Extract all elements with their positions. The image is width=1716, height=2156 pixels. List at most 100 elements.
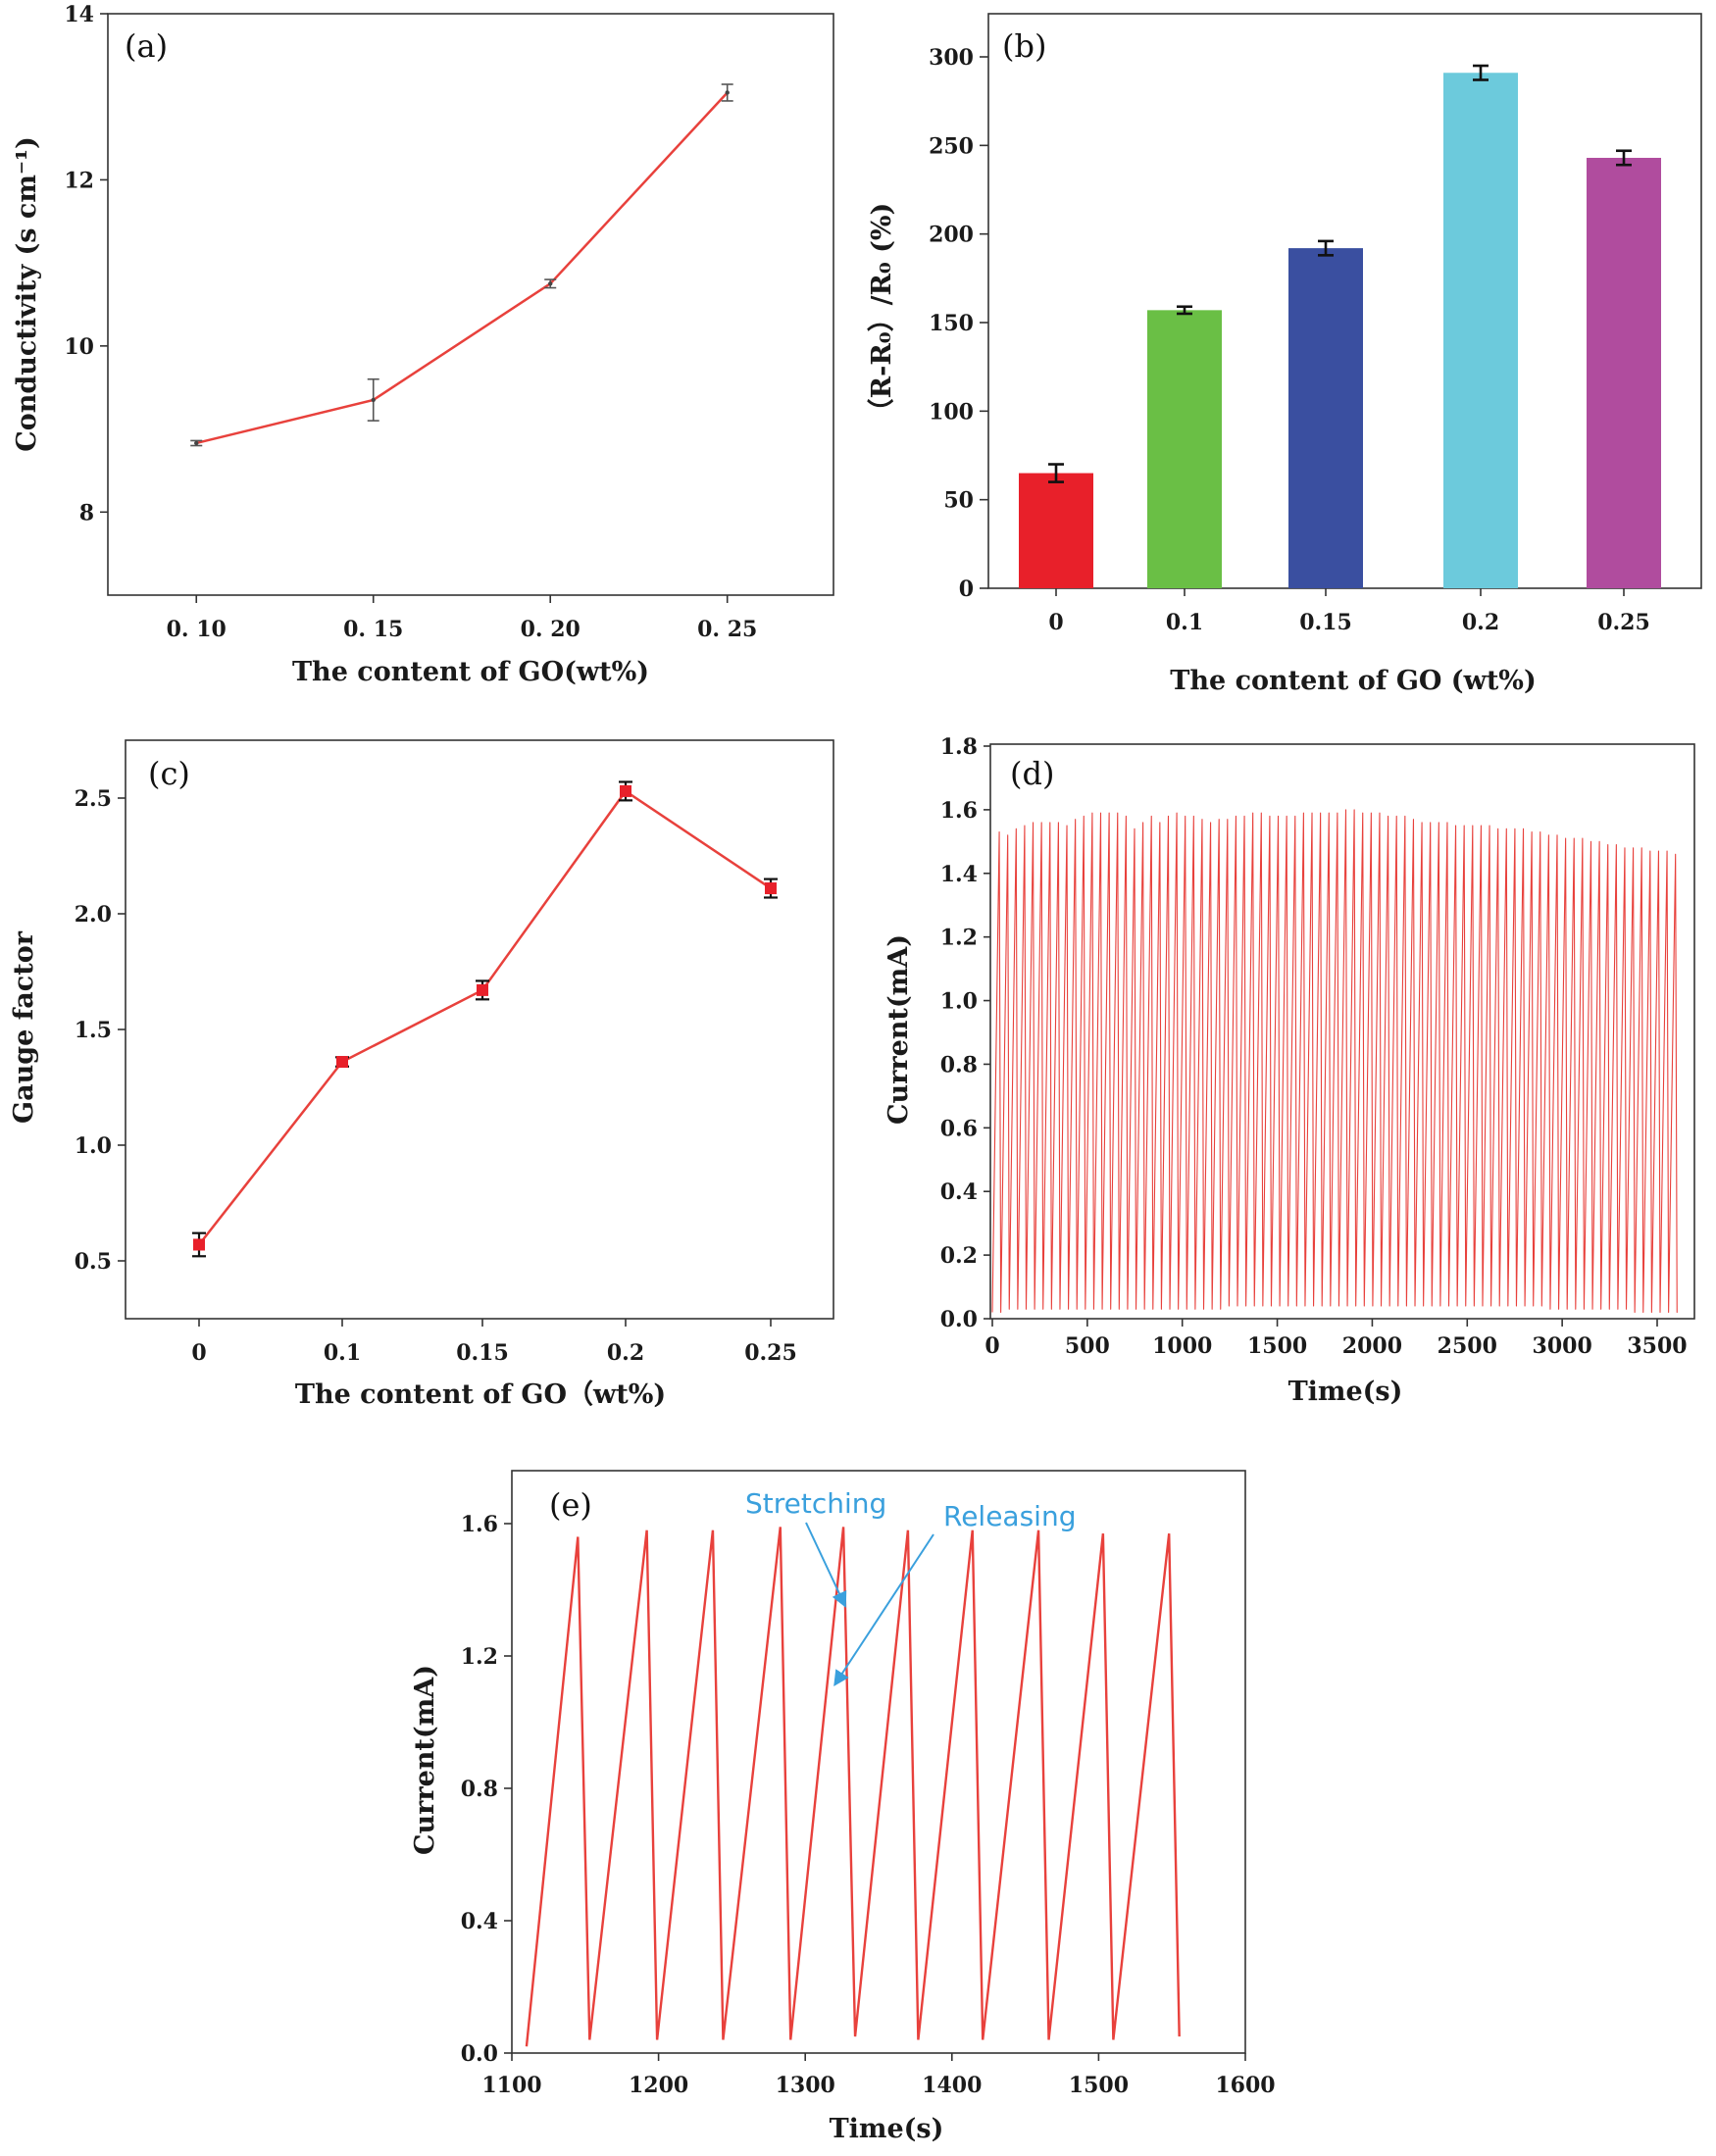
panel-e-annotation-stretching: Stretching — [745, 1487, 886, 1520]
panel-c-xtick-label: 0.2 — [607, 1340, 644, 1366]
panel-e-xtick-label: 1500 — [1069, 2073, 1129, 2098]
panel-e-xtick-label: 1200 — [629, 2073, 688, 2098]
panel-a-frame — [107, 13, 834, 596]
panel-d-xtick-label: 500 — [1065, 1333, 1110, 1359]
panel-a-data-point — [371, 397, 376, 403]
panel-a-ytick-label: 14 — [64, 2, 94, 27]
panel-e-arrow-releasing — [833, 1533, 934, 1686]
panel-d-ytick-label: 0.8 — [940, 1052, 978, 1078]
panel-b-xlabel: The content of GO (wt%) — [1170, 666, 1536, 696]
panel-e-xlabel: Time(s) — [830, 2114, 944, 2144]
panel-b-ytick-label: 50 — [943, 488, 974, 514]
panel-a-ylabel: Conductivity (s cm⁻¹) — [12, 136, 42, 452]
panel-c-xlabel: The content of GO（wt%) — [295, 1379, 666, 1410]
panel-e-xtick-label: 1400 — [922, 2073, 982, 2098]
panel-c-xtick-label: 0.1 — [324, 1340, 361, 1366]
panel-e-series-line — [525, 1527, 1181, 2047]
panel-b-bar — [1147, 310, 1222, 588]
panel-b-xtick-label: 0.25 — [1597, 610, 1650, 635]
panel-c-xtick-label: 0 — [191, 1340, 206, 1366]
panel-d-series-line — [991, 809, 1678, 1314]
panel-d-ytick-label: 1.0 — [940, 989, 978, 1015]
panel-b-xtick-label: 0.15 — [1299, 610, 1352, 635]
panel-e-arrow-stretching — [805, 1522, 847, 1608]
panel-c-ylabel: Gauge factor — [9, 930, 39, 1124]
panel-c-data-point — [765, 882, 777, 895]
panel-c-data-point — [193, 1238, 205, 1251]
panel-b-bar — [1288, 248, 1363, 588]
panel-e-frame — [511, 1470, 1246, 2054]
panel-b-ytick-label: 0 — [959, 577, 974, 602]
panel-b-bar — [1587, 157, 1661, 589]
panel-b-ytick-label: 100 — [929, 399, 974, 425]
panel-d-frame — [989, 743, 1695, 1320]
panel-d-ytick-label: 1.4 — [940, 862, 978, 887]
panel-c-ytick-label: 2.5 — [75, 786, 112, 812]
panel-c-ytick-label: 1.0 — [75, 1133, 112, 1159]
panel-c-label: (c) — [148, 755, 190, 792]
panel-d-ytick-label: 0.6 — [940, 1116, 978, 1141]
panel-d-ytick-label: 1.6 — [940, 798, 978, 824]
panel-d-xtick-label: 2000 — [1342, 1333, 1402, 1359]
panel-b-xtick-label: 0.1 — [1166, 610, 1203, 635]
panel-a-ytick-label: 10 — [64, 334, 94, 360]
panel-a-xtick-label: 0. 10 — [167, 617, 227, 642]
panel-b-xtick-label: 0 — [1048, 610, 1063, 635]
panel-d-ylabel: Current(mA) — [883, 934, 914, 1125]
panel-e-ytick-label: 0.4 — [461, 1909, 498, 1934]
panel-d-ytick-label: 0.4 — [940, 1179, 978, 1205]
panel-a-xtick-label: 0. 25 — [697, 617, 757, 642]
panel-b-bar — [1443, 73, 1518, 588]
panel-d-xtick-label: 3500 — [1627, 1333, 1687, 1359]
panel-d-ytick-label: 1.2 — [940, 926, 978, 951]
panel-b-xtick-label: 0.2 — [1462, 610, 1499, 635]
panel-d-xtick-label: 2500 — [1438, 1333, 1497, 1359]
panel-c-data-point — [477, 983, 488, 996]
panel-b: (b) 0 50 100 150 200 250 300 0 0.1 0.15 0.2 0.25 T… — [867, 13, 1702, 696]
panel-c-xtick-label: 0.15 — [456, 1340, 509, 1366]
panel-d-label: (d) — [1010, 755, 1054, 792]
panel-a-data-point — [725, 90, 730, 95]
panel-b-label: (b) — [1002, 27, 1046, 65]
panel-e-xtick-label: 1100 — [481, 2073, 541, 2098]
panel-b-bar — [1019, 473, 1093, 588]
panel-e: (e) 0.0 0.4 0.8 1.2 1.6 1100 1200 1300 1400 1500… — [410, 1470, 1276, 2144]
panel-e-ylabel: Current(mA) — [410, 1665, 440, 1855]
panel-b-ytick-label: 150 — [929, 311, 974, 336]
panel-c-data-point — [620, 784, 631, 797]
panel-a-xlabel: The content of GO(wt%) — [292, 657, 649, 687]
panel-e-annotation-releasing: Releasing — [943, 1500, 1076, 1532]
panel-a-label: (a) — [125, 27, 168, 65]
panel-c-series-line — [198, 789, 772, 1246]
panel-d-xtick-label: 1000 — [1152, 1333, 1212, 1359]
panel-c-ytick-label: 1.5 — [75, 1018, 112, 1043]
panel-d-xtick-label: 1500 — [1247, 1333, 1307, 1359]
panel-d-ytick-label: 0.0 — [940, 1307, 978, 1332]
panel-a-series-line — [195, 91, 729, 445]
panel-e-xtick-label: 1600 — [1215, 2073, 1275, 2098]
panel-a-ytick-label: 8 — [79, 500, 94, 526]
panel-c-data-point — [336, 1056, 348, 1069]
panel-d-xlabel: Time(s) — [1288, 1377, 1403, 1407]
panel-a-xtick-label: 0. 20 — [521, 617, 580, 642]
panel-a-xtick-label: 0. 15 — [343, 617, 403, 642]
panel-c-ytick-label: 0.5 — [75, 1249, 112, 1275]
panel-c: (c) 0.5 1.0 1.5 2.0 2.5 0 0.1 0.15 0.2 0.25 The … — [9, 739, 834, 1410]
panel-e-ytick-label: 1.6 — [461, 1512, 498, 1537]
panel-e-ytick-label: 0.0 — [461, 2041, 498, 2067]
panel-c-xtick-label: 0.25 — [744, 1340, 797, 1366]
panel-b-ytick-label: 200 — [929, 223, 974, 248]
panel-d-xtick-label: 3000 — [1533, 1333, 1592, 1359]
panel-e-ytick-label: 0.8 — [461, 1777, 498, 1802]
panel-c-frame — [125, 739, 834, 1320]
panel-d-ytick-label: 1.8 — [940, 734, 978, 760]
panel-b-ylabel: （R-R₀）/R₀ (%) — [867, 203, 897, 426]
panel-a-data-point — [548, 281, 553, 286]
panel-a: (a) 8 10 12 14 0. 10 0. 15 0. 20 0. 25 The con… — [12, 2, 834, 687]
panel-d-ytick-label: 0.2 — [940, 1243, 978, 1269]
panel-a-ytick-label: 12 — [64, 168, 94, 193]
panel-b-ytick-label: 250 — [929, 133, 974, 159]
panel-e-label: (e) — [549, 1486, 592, 1524]
panel-d: (d) 0.0 0.2 0.4 0.6 0.8 1.0 1.2 1.4 1.6 1.8 0 500 1… — [883, 734, 1695, 1407]
